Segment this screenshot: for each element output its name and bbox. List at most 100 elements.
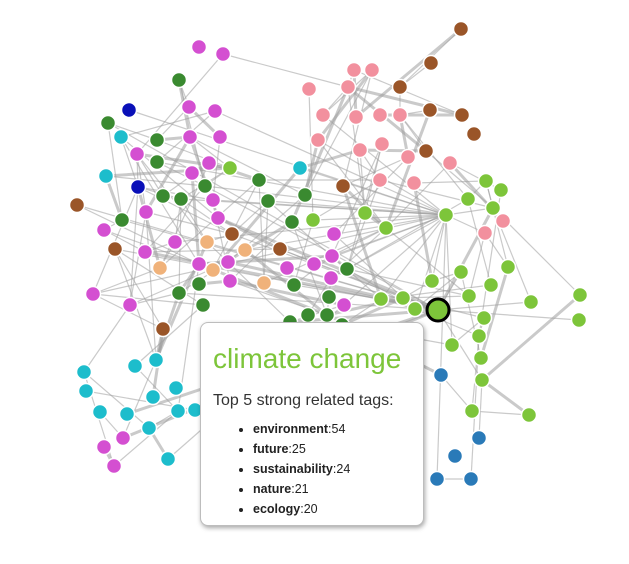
tag-node[interactable] — [114, 429, 132, 447]
tag-node[interactable] — [211, 128, 229, 146]
tag-node[interactable] — [170, 71, 188, 89]
tag-node[interactable] — [345, 61, 363, 79]
tag-node[interactable] — [405, 174, 423, 192]
tag-node[interactable] — [499, 258, 517, 276]
tag-node[interactable] — [472, 349, 490, 367]
tag-node[interactable] — [285, 276, 303, 294]
tag-node[interactable] — [118, 405, 136, 423]
tag-node[interactable] — [296, 186, 314, 204]
tag-node[interactable] — [314, 106, 332, 124]
tag-node[interactable] — [190, 275, 208, 293]
tag-node[interactable] — [129, 178, 147, 196]
tag-node[interactable] — [291, 159, 309, 177]
tag-node[interactable] — [432, 366, 450, 384]
tag-node[interactable] — [278, 259, 296, 277]
tag-node[interactable] — [463, 402, 481, 420]
tag-node[interactable] — [169, 402, 187, 420]
tag-node[interactable] — [221, 159, 239, 177]
tag-node[interactable] — [446, 447, 464, 465]
tag-node[interactable] — [335, 296, 353, 314]
tag-node[interactable] — [167, 379, 185, 397]
tag-node[interactable] — [159, 450, 177, 468]
tag-node[interactable] — [373, 135, 391, 153]
tag-node[interactable] — [154, 320, 172, 338]
tag-node[interactable] — [323, 247, 341, 265]
tag-node[interactable] — [236, 241, 254, 259]
tag-node[interactable] — [347, 108, 365, 126]
tag-node[interactable] — [484, 199, 502, 217]
tag-node[interactable] — [172, 190, 190, 208]
tag-node[interactable] — [339, 78, 357, 96]
tag-node[interactable] — [571, 286, 589, 304]
tag-node[interactable] — [520, 406, 538, 424]
tag-node[interactable] — [106, 240, 124, 258]
tag-node[interactable] — [371, 106, 389, 124]
tag-node[interactable] — [128, 145, 146, 163]
tag-node[interactable] — [299, 306, 317, 324]
tag-node[interactable] — [223, 225, 241, 243]
tag-node[interactable] — [271, 240, 289, 258]
tag-node[interactable] — [147, 351, 165, 369]
tag-node[interactable] — [476, 224, 494, 242]
tag-node[interactable] — [325, 225, 343, 243]
tag-node[interactable] — [372, 290, 390, 308]
tag-node[interactable] — [482, 276, 500, 294]
tag-node[interactable] — [75, 363, 93, 381]
tag-node[interactable] — [394, 289, 412, 307]
tag-node[interactable] — [198, 233, 216, 251]
tag-node[interactable] — [136, 243, 154, 261]
tag-node[interactable] — [322, 269, 340, 287]
tag-node[interactable] — [475, 309, 493, 327]
tag-node[interactable] — [320, 288, 338, 306]
tag-node[interactable] — [494, 212, 512, 230]
tag-node[interactable] — [214, 45, 232, 63]
tag-node[interactable] — [363, 61, 381, 79]
tag-node[interactable] — [452, 20, 470, 38]
tag-node[interactable] — [338, 260, 356, 278]
tag-node[interactable] — [97, 167, 115, 185]
tag-node[interactable] — [148, 131, 166, 149]
tag-node[interactable] — [250, 171, 268, 189]
tag-node[interactable] — [209, 209, 227, 227]
tag-node[interactable] — [126, 357, 144, 375]
tag-node[interactable] — [399, 148, 417, 166]
tag-node[interactable] — [453, 106, 471, 124]
selected-tag-node[interactable] — [425, 297, 451, 323]
tag-node[interactable] — [200, 154, 218, 172]
tag-node[interactable] — [443, 336, 461, 354]
tag-node[interactable] — [309, 131, 327, 149]
tag-node[interactable] — [151, 259, 169, 277]
tag-node[interactable] — [356, 204, 374, 222]
tag-node[interactable] — [170, 284, 188, 302]
tag-node[interactable] — [492, 181, 510, 199]
tag-node[interactable] — [470, 429, 488, 447]
tag-node[interactable] — [391, 78, 409, 96]
tag-node[interactable] — [477, 172, 495, 190]
tag-node[interactable] — [190, 38, 208, 56]
tag-node[interactable] — [417, 142, 435, 160]
tag-node[interactable] — [428, 470, 446, 488]
tag-node[interactable] — [377, 219, 395, 237]
tag-node[interactable] — [304, 211, 322, 229]
tag-node[interactable] — [120, 101, 138, 119]
tag-node[interactable] — [305, 255, 323, 273]
tag-node[interactable] — [95, 221, 113, 239]
tag-node[interactable] — [121, 296, 139, 314]
tag-node[interactable] — [391, 106, 409, 124]
tag-node[interactable] — [84, 285, 102, 303]
tag-node[interactable] — [194, 296, 212, 314]
tag-node[interactable] — [422, 54, 440, 72]
tag-node[interactable] — [570, 311, 588, 329]
tag-node[interactable] — [334, 177, 352, 195]
tag-node[interactable] — [196, 177, 214, 195]
tag-node[interactable] — [204, 191, 222, 209]
tag-node[interactable] — [113, 211, 131, 229]
tag-node[interactable] — [112, 128, 130, 146]
tag-node[interactable] — [522, 293, 540, 311]
tag-node[interactable] — [452, 263, 470, 281]
tag-node[interactable] — [318, 306, 336, 324]
tag-node[interactable] — [219, 253, 237, 271]
tag-node[interactable] — [140, 419, 158, 437]
tag-node[interactable] — [204, 261, 222, 279]
